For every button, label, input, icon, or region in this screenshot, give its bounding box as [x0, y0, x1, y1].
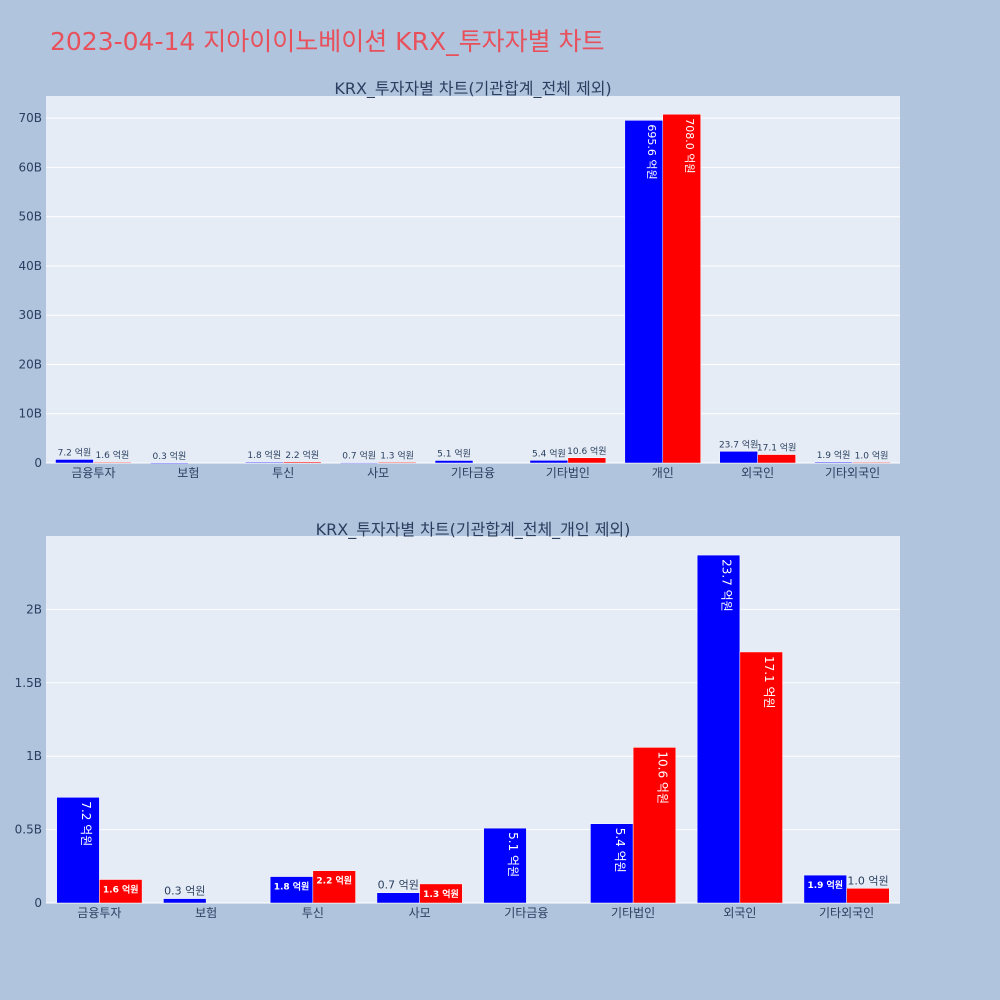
- bar-value-label: 1.9 억원: [807, 879, 843, 891]
- buy-bar: [163, 898, 207, 904]
- bar-value-label: 1.8 억원: [247, 449, 281, 461]
- x-tick-label: 투신: [302, 906, 324, 920]
- bar-value-label: 1.0 억원: [855, 450, 889, 462]
- buy-bar: [696, 554, 741, 904]
- bar-value-label: 1.8 억원: [274, 881, 310, 893]
- bar-value-label: 5.1 억원: [506, 832, 520, 877]
- y-tick-label: 60B: [18, 160, 42, 174]
- sell-bar: [99, 879, 143, 904]
- bar-value-label: 0.3 억원: [164, 885, 205, 898]
- x-tick-label: 외국인: [741, 466, 774, 480]
- buy-bar: [150, 462, 189, 464]
- x-tick-label: 기타금융: [504, 906, 548, 920]
- bar-value-label: 5.4 억원: [532, 447, 566, 459]
- y-tick-label: 1B: [26, 749, 42, 763]
- x-tick-label: 기타금융: [451, 466, 495, 480]
- chart-title: KRX_투자자별 차트(기관합계_전체 제외): [334, 79, 611, 99]
- sell-bar: [377, 462, 417, 464]
- bar-value-label: 1.6 억원: [103, 884, 139, 896]
- x-tick-label: 사모: [409, 906, 431, 920]
- sell-bar: [662, 113, 701, 464]
- sell-bar: [739, 651, 783, 904]
- bar-value-label: 1.3 억원: [380, 449, 414, 461]
- chart-1: 0 10B 20B 30B 40B 50B 60B 70B KRX_투자자별 차트(기관합계_전…: [18, 79, 900, 480]
- bar-value-label: 5.4 억원: [613, 828, 627, 873]
- buy-bar: [376, 892, 420, 904]
- x-tick-label: 금융투자: [71, 466, 115, 480]
- buy-bar: [624, 120, 664, 464]
- sell-bar: [312, 870, 356, 904]
- sell-bar: [632, 747, 677, 904]
- sell-bar: [93, 461, 132, 464]
- x-tick-label: 사모: [367, 466, 389, 480]
- bar-value-label: 1.6 억원: [96, 449, 130, 461]
- buy-bar: [434, 460, 474, 464]
- x-tick-label: 보험: [177, 466, 199, 480]
- bar-value-label: 7.2 억원: [79, 801, 93, 846]
- x-tick-label: 기타외국인: [825, 466, 880, 480]
- buy-bar: [814, 461, 853, 464]
- sell-bar: [846, 888, 890, 904]
- plot-area: [46, 96, 900, 463]
- buy-bar: [719, 451, 758, 464]
- x-tick-label: 금융투자: [77, 906, 121, 920]
- chart-title: KRX_투자자별 차트(기관합계_전체_개인 제외): [316, 520, 631, 540]
- y-tick-label: 10B: [18, 407, 42, 421]
- sell-bar: [282, 461, 322, 464]
- sell-bar: [419, 883, 463, 904]
- y-tick-label: 1.5B: [15, 676, 42, 690]
- bar-value-label: 23.7 억원: [720, 559, 734, 612]
- bar-value-label: 1.9 억원: [817, 449, 851, 461]
- bar-value-label: 17.1 억원: [762, 656, 776, 709]
- x-tick-label: 외국인: [723, 906, 756, 920]
- x-tick-label: 기타법인: [546, 466, 590, 480]
- bar-value-label: 10.6 억원: [567, 445, 606, 457]
- bar-value-label: 10.6 억원: [655, 751, 669, 804]
- sell-bar: [567, 457, 607, 464]
- bar-value-label: 0.3 억원: [152, 450, 186, 462]
- buy-bar: [483, 827, 527, 904]
- buy-bar: [339, 462, 379, 464]
- y-tick-label: 70B: [18, 111, 42, 125]
- bar-value-label: 5.1 억원: [437, 447, 471, 459]
- x-tick-label: 기타외국인: [819, 906, 874, 920]
- buy-bar: [529, 460, 569, 464]
- x-tick-label: 기타법인: [611, 906, 655, 920]
- buy-bar: [55, 459, 94, 464]
- y-tick-label: 0: [34, 896, 42, 910]
- bar-value-label: 695.6 억원: [645, 124, 658, 179]
- bar-value-label: 7.2 억원: [58, 446, 92, 458]
- x-tick-label: 개인: [652, 466, 674, 480]
- bar-value-label: 0.7 억원: [378, 879, 419, 892]
- page-title: 2023-04-14 지아이이노베이션 KRX_투자자별 차트: [50, 27, 605, 56]
- buy-bar: [269, 876, 314, 904]
- y-tick-label: 0: [34, 456, 42, 470]
- bar-value-label: 17.1 억원: [757, 442, 796, 454]
- y-tick-label: 2B: [26, 602, 42, 616]
- bar-value-label: 1.0 억원: [847, 874, 888, 887]
- y-tick-label: 50B: [18, 210, 42, 224]
- bar-value-label: 708.0 억원: [683, 118, 696, 173]
- y-tick-label: 20B: [18, 357, 42, 371]
- buy-bar: [245, 461, 284, 464]
- buy-bar: [56, 797, 100, 904]
- bar-value-label: 1.3 억원: [423, 888, 459, 900]
- buy-bar: [803, 874, 847, 904]
- buy-bar: [590, 823, 634, 904]
- bar-value-label: 23.7 억원: [719, 438, 758, 450]
- sell-bar: [852, 462, 891, 464]
- y-tick-label: 30B: [18, 308, 42, 322]
- bar-value-label: 2.2 억원: [316, 875, 352, 887]
- chart-2: 0 0.5B 1B 1.5B 2B KRX_투자자별 차트(기관합계_전체_개인 제외) 금…: [15, 520, 900, 920]
- y-tick-label: 40B: [18, 259, 42, 273]
- x-tick-label: 보험: [195, 906, 217, 920]
- y-tick-label: 0.5B: [15, 823, 42, 837]
- sell-bar: [757, 454, 796, 464]
- bar-value-label: 2.2 억원: [285, 449, 319, 461]
- bar-value-label: 0.7 억원: [342, 450, 376, 462]
- x-tick-label: 투신: [272, 466, 294, 480]
